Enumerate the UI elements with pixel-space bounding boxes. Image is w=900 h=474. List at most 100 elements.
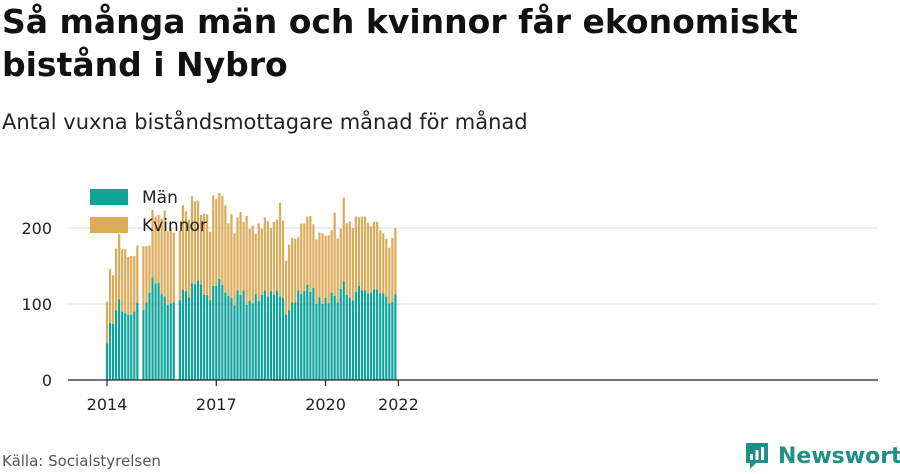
bar-kvinna xyxy=(105,301,109,344)
bar-kvinna xyxy=(118,234,121,300)
bar-man xyxy=(363,290,367,380)
bar-man xyxy=(394,294,397,380)
bar-kvinna xyxy=(221,196,224,285)
bar-kvinna xyxy=(315,239,318,304)
bar-kvinna xyxy=(248,228,251,301)
bar-man xyxy=(133,311,136,380)
bar-kvinna xyxy=(142,246,145,311)
bar-kvinna xyxy=(196,200,200,281)
bar-kvinna xyxy=(209,231,212,301)
bar-man xyxy=(209,300,212,380)
bar-man xyxy=(254,294,257,380)
bar-man xyxy=(324,297,327,380)
bar-kvinna xyxy=(169,228,172,304)
bar-kvinna xyxy=(239,212,242,295)
bar-kvinna xyxy=(133,256,136,312)
bar-kvinna xyxy=(257,223,260,301)
bar-man xyxy=(269,291,273,380)
bar-man xyxy=(212,285,215,380)
bar-man xyxy=(154,283,157,380)
bar-man xyxy=(136,302,139,380)
bar-man xyxy=(157,282,160,380)
bar-man xyxy=(275,290,279,380)
bar-kvinna xyxy=(154,216,157,284)
bar-man xyxy=(376,289,379,380)
bar-man xyxy=(348,297,351,380)
bar-man xyxy=(160,294,163,380)
bar-kvinna xyxy=(233,233,236,306)
bar-kvinna xyxy=(272,221,276,295)
bar-kvinna xyxy=(115,248,118,311)
x-tick-label: 2014 xyxy=(87,395,128,414)
bar-kvinna xyxy=(373,221,376,290)
bar-man xyxy=(111,323,115,380)
bar-kvinna xyxy=(394,228,397,295)
bar-kvinna xyxy=(291,237,294,303)
bar-man xyxy=(248,300,251,380)
bar-kvinna xyxy=(360,216,364,291)
bar-kvinna xyxy=(336,238,339,303)
bar-kvinna xyxy=(333,212,336,296)
brand-name: Newsworthy xyxy=(778,443,900,469)
bar-man xyxy=(187,297,191,380)
bar-kvinna xyxy=(391,237,394,302)
bar-kvinna xyxy=(339,228,342,289)
bar-kvinna xyxy=(288,244,291,311)
bar-kvinna xyxy=(366,222,370,294)
bar-man xyxy=(300,294,303,380)
bar-kvinna xyxy=(330,230,333,293)
bar-man xyxy=(345,294,348,380)
brand-logo: Newsworthy xyxy=(744,440,900,472)
bar-man xyxy=(351,300,354,380)
bar-man xyxy=(354,291,358,380)
bar-kvinna xyxy=(203,213,206,295)
bar-man xyxy=(190,283,194,380)
bar-kvinna xyxy=(363,216,367,291)
bar-kvinna xyxy=(190,196,194,284)
bar-man xyxy=(121,311,124,380)
bar-kvinna xyxy=(172,232,175,303)
bar-man xyxy=(373,289,376,380)
bar-kvinna xyxy=(127,256,130,315)
bar-kvinna xyxy=(382,233,385,294)
bar-man xyxy=(391,301,394,380)
bar-man xyxy=(333,295,336,380)
bar-kvinna xyxy=(300,223,303,295)
bar-kvinna xyxy=(184,211,188,292)
bar-kvinna xyxy=(163,210,166,297)
bar-man xyxy=(263,290,266,380)
bar-man xyxy=(124,313,127,380)
bar-kvinna xyxy=(130,256,133,315)
y-tick-label: 100 xyxy=(21,295,52,314)
bar-man xyxy=(294,302,297,380)
bar-kvinna xyxy=(351,228,354,301)
bar-kvinna xyxy=(245,215,248,305)
bar-man xyxy=(215,285,218,380)
bar-kvinna xyxy=(178,231,181,301)
bar-kvinna xyxy=(269,228,273,292)
bar-man xyxy=(206,294,209,380)
bar-man xyxy=(115,310,118,380)
bar-man xyxy=(312,288,315,380)
bar-kvinna xyxy=(284,260,288,315)
bar-man xyxy=(281,297,285,380)
bar-man xyxy=(163,296,166,380)
bar-man xyxy=(108,323,112,380)
bar-man xyxy=(221,285,224,380)
bar-man xyxy=(181,289,184,380)
source-note: Källa: Socialstyrelsen xyxy=(2,452,161,470)
bar-kvinna xyxy=(263,217,266,291)
bar-kvinna xyxy=(348,221,351,298)
bar-kvinna xyxy=(275,219,279,291)
bar-man xyxy=(127,314,130,380)
bar-kvinna xyxy=(309,215,312,292)
bar-man xyxy=(379,293,382,380)
bar-kvinna xyxy=(224,205,227,293)
bar-man xyxy=(224,292,227,380)
bar-kvinna xyxy=(145,246,148,303)
x-tick-label: 2017 xyxy=(196,395,237,414)
bar-man xyxy=(278,296,282,380)
bar-man xyxy=(178,300,181,380)
bar-kvinna xyxy=(187,219,191,298)
